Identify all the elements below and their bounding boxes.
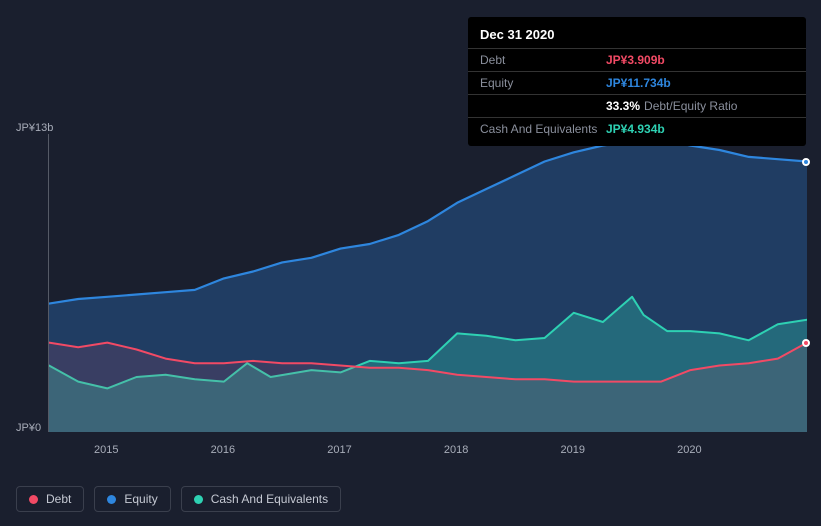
legend-dot-icon: [107, 495, 116, 504]
tooltip-row-value: JP¥3.909b: [606, 53, 665, 67]
legend: Debt Equity Cash And Equivalents: [16, 486, 341, 512]
tooltip-row-label: Equity: [480, 76, 606, 90]
x-tick: 2016: [211, 444, 235, 456]
legend-dot-icon: [29, 495, 38, 504]
tooltip-row-value: 33.3%: [606, 99, 640, 113]
legend-label: Debt: [46, 492, 71, 506]
legend-item-debt[interactable]: Debt: [16, 486, 84, 512]
plot-area[interactable]: [48, 134, 806, 432]
x-tick: 2018: [444, 444, 468, 456]
tooltip-row: EquityJP¥11.734b: [468, 71, 806, 94]
debt-equity-chart: JP¥13b JP¥0: [16, 120, 806, 440]
x-tick: 2020: [677, 444, 701, 456]
tooltip-row-label: [480, 99, 606, 113]
legend-label: Equity: [124, 492, 157, 506]
y-axis-label-max: JP¥13b: [16, 122, 53, 134]
x-tick: 2017: [327, 444, 351, 456]
tooltip-date: Dec 31 2020: [468, 23, 806, 48]
legend-item-cash-and-equivalents[interactable]: Cash And Equivalents: [181, 486, 341, 512]
y-axis-label-min: JP¥0: [16, 422, 41, 434]
legend-item-equity[interactable]: Equity: [94, 486, 170, 512]
x-tick: 2019: [561, 444, 585, 456]
x-axis: 2015 2016 2017 2018 2019 2020: [48, 444, 806, 464]
tooltip-row-suffix: Debt/Equity Ratio: [644, 99, 737, 113]
series-end-marker: [802, 158, 810, 166]
tooltip-row: 33.3% Debt/Equity Ratio: [468, 94, 806, 117]
tooltip-row-value: JP¥11.734b: [606, 76, 671, 90]
x-tick: 2015: [94, 444, 118, 456]
tooltip-row-label: Cash And Equivalents: [480, 122, 606, 136]
tooltip-row: Cash And EquivalentsJP¥4.934b: [468, 117, 806, 140]
tooltip-row: DebtJP¥3.909b: [468, 48, 806, 71]
legend-label: Cash And Equivalents: [211, 492, 328, 506]
series-end-marker: [802, 339, 810, 347]
tooltip-row-value: JP¥4.934b: [606, 122, 665, 136]
chart-tooltip: Dec 31 2020 DebtJP¥3.909bEquityJP¥11.734…: [468, 17, 806, 146]
legend-dot-icon: [194, 495, 203, 504]
tooltip-row-label: Debt: [480, 53, 606, 67]
